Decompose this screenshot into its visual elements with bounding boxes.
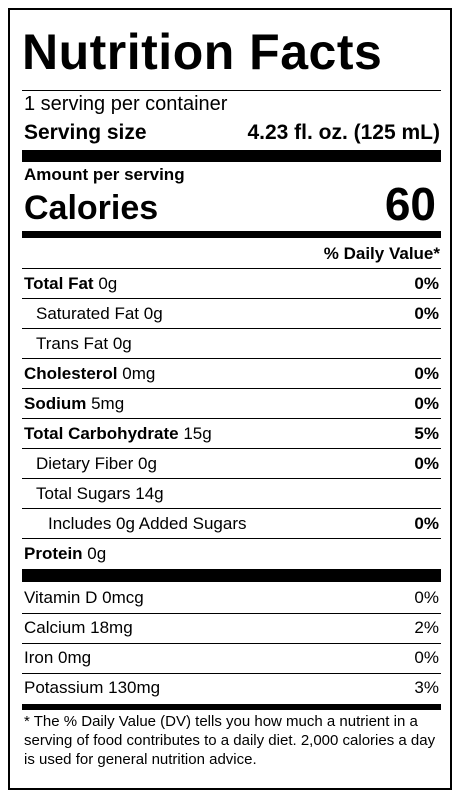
nutrient-row: Dietary Fiber 0g 0% xyxy=(22,449,441,479)
nutrient-row: Total Fat 0g 0% xyxy=(22,269,441,299)
nutrient-name: Dietary Fiber xyxy=(36,454,134,473)
nutrient-amount: 0mg xyxy=(122,364,156,383)
nutrient-name: Saturated Fat xyxy=(36,304,140,323)
row-separator xyxy=(22,508,441,509)
daily-value: 0% xyxy=(414,514,439,533)
nutrient-name: Sodium xyxy=(24,394,87,413)
nutrient-row: Protein 0g xyxy=(22,539,441,569)
serving-size-label: Serving size xyxy=(24,121,147,144)
nutrient-text: Total Fat 0g xyxy=(24,269,117,299)
row-separator xyxy=(22,673,441,674)
nutrient-text: Vitamin D 0mcg xyxy=(24,583,144,613)
nutrient-name: Vitamin D xyxy=(24,588,98,607)
servings: 1 serving per container xyxy=(24,93,228,115)
nutrient-row: Total Carbohydrate 15g 5% xyxy=(22,419,441,449)
nutrient-text: Saturated Fat 0g xyxy=(36,299,163,329)
daily-value: 0% xyxy=(414,648,439,667)
row-separator xyxy=(22,613,441,614)
divider xyxy=(22,231,441,238)
daily-value: 3% xyxy=(414,678,439,697)
nutrient-text: Calcium 18mg xyxy=(24,613,133,643)
daily-value: 0% xyxy=(414,364,439,383)
nutrient-amount: 0g xyxy=(143,304,163,323)
nutrient-amount: 14g xyxy=(135,484,164,503)
divider xyxy=(22,569,441,582)
daily-value: 5% xyxy=(414,424,439,443)
daily-value: 0% xyxy=(414,454,439,473)
nutrient-row: Vitamin D 0mcg 0% xyxy=(22,583,441,613)
nutrient-amount: 0g xyxy=(98,274,118,293)
calories-value: 60 xyxy=(384,178,436,230)
daily-value: 0% xyxy=(414,588,439,607)
nutrient-name: Potassium xyxy=(24,678,104,697)
nutrient-row: Potassium 130mg 3% xyxy=(22,673,441,703)
nutrient-amount: 0g xyxy=(112,334,132,353)
nutrient-name: Total Sugars xyxy=(36,484,131,503)
nutrient-name: Includes 0g Added Sugars xyxy=(48,514,247,533)
daily-value: 0% xyxy=(414,304,439,323)
row-separator xyxy=(22,418,441,419)
nutrient-row: Includes 0g Added Sugars 0% xyxy=(22,509,441,539)
nutrient-text: Iron 0mg xyxy=(24,643,91,673)
divider xyxy=(22,150,441,162)
title: Nutrition Facts xyxy=(22,24,383,80)
nutrient-amount: 5mg xyxy=(91,394,125,413)
row-separator xyxy=(22,328,441,329)
serving-size-value: 4.23 fl. oz. (125 mL) xyxy=(247,121,440,144)
amount-per-serving: Amount per serving xyxy=(24,165,185,184)
nutrient-name: Trans Fat xyxy=(36,334,109,353)
row-separator xyxy=(22,478,441,479)
nutrient-name: Cholesterol xyxy=(24,364,118,383)
nutrient-text: Includes 0g Added Sugars xyxy=(48,509,246,539)
row-separator xyxy=(22,388,441,389)
nutrient-name: Iron xyxy=(24,648,54,667)
daily-value: 0% xyxy=(414,394,439,413)
row-separator xyxy=(22,538,441,539)
daily-value-header: % Daily Value* xyxy=(323,244,440,263)
row-separator xyxy=(22,268,441,269)
daily-value: 0% xyxy=(414,274,439,293)
nutrient-row: Iron 0mg 0% xyxy=(22,643,441,673)
daily-value: 2% xyxy=(414,618,439,637)
calories-label: Calories xyxy=(24,189,159,227)
nutrient-amount: 130mg xyxy=(108,678,161,697)
row-separator xyxy=(22,643,441,644)
nutrient-name: Protein xyxy=(24,544,83,563)
nutrient-text: Trans Fat 0g xyxy=(36,329,132,359)
nutrient-name: Total Fat xyxy=(24,274,94,293)
row-separator xyxy=(22,358,441,359)
row-separator xyxy=(22,298,441,299)
nutrient-amount: 0mg xyxy=(58,648,92,667)
nutrient-text: Protein 0g xyxy=(24,539,106,569)
nutrient-text: Cholesterol 0mg xyxy=(24,359,155,389)
divider xyxy=(22,704,441,710)
footnote: * The % Daily Value (DV) tells you how m… xyxy=(24,713,436,768)
nutrient-text: Total Sugars 14g xyxy=(36,479,164,509)
nutrient-row: Cholesterol 0mg 0% xyxy=(22,359,441,389)
nutrient-amount: 0g xyxy=(87,544,107,563)
nutrient-row: Saturated Fat 0g 0% xyxy=(22,299,441,329)
label-frame xyxy=(8,8,452,790)
nutrient-row: Calcium 18mg 2% xyxy=(22,613,441,643)
nutrient-amount: 15g xyxy=(183,424,212,443)
nutrient-name: Total Carbohydrate xyxy=(24,424,179,443)
nutrient-text: Total Carbohydrate 15g xyxy=(24,419,212,449)
row-separator xyxy=(22,448,441,449)
nutrient-row: Sodium 5mg 0% xyxy=(22,389,441,419)
nutrient-text: Sodium 5mg xyxy=(24,389,124,419)
nutrient-row: Total Sugars 14g xyxy=(22,479,441,509)
nutrient-text: Dietary Fiber 0g xyxy=(36,449,157,479)
nutrient-text: Potassium 130mg xyxy=(24,673,160,703)
nutrient-amount: 0g xyxy=(138,454,157,473)
nutrient-name: Calcium xyxy=(24,618,86,637)
nutrient-amount: 0mcg xyxy=(102,588,144,607)
nutrient-amount: 18mg xyxy=(90,618,133,637)
divider xyxy=(22,90,441,91)
nutrient-row: Trans Fat 0g xyxy=(22,329,441,359)
